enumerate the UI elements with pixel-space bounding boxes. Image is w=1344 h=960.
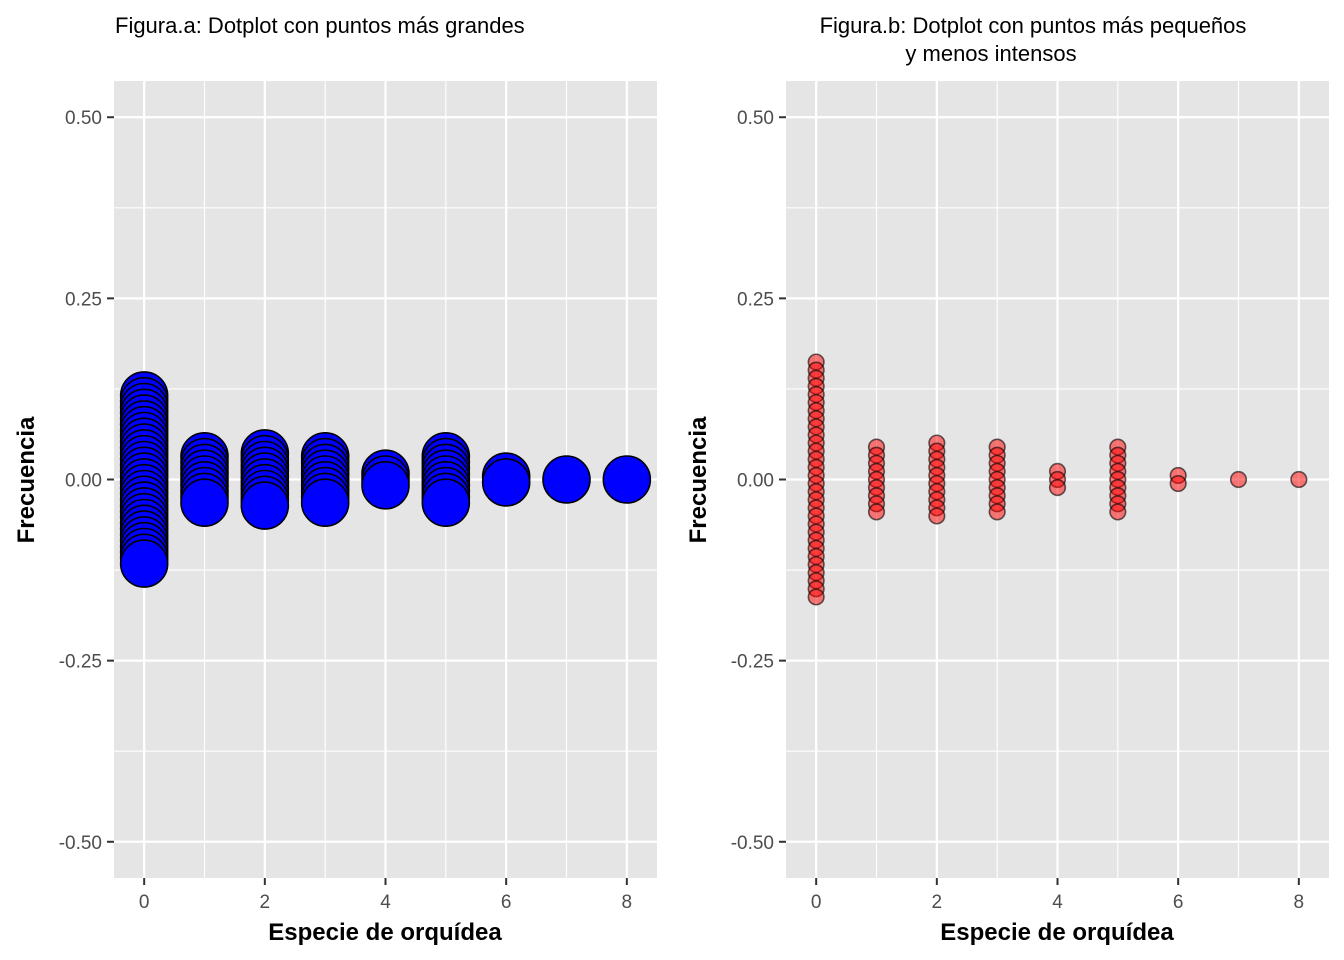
panel-b-dots (807, 353, 1308, 606)
y-tick-label: 0.00 (65, 471, 102, 492)
dot (1109, 503, 1127, 521)
y-tick-label: 0.25 (737, 289, 774, 310)
dot (1169, 474, 1187, 493)
y-tick-label: 0.50 (65, 108, 102, 129)
panel-a-y-axis: 0.50 0.25 0.00 -0.25 -0.50 (59, 108, 114, 854)
panel-b-title-line-2: y menos intensos (905, 41, 1076, 66)
panel-a-dots (119, 371, 652, 588)
x-tick-label: 8 (1294, 892, 1305, 913)
x-tick-label: 2 (260, 892, 271, 913)
y-tick-label: -0.50 (731, 833, 774, 854)
dot (1048, 479, 1067, 497)
x-tick-label: 4 (1052, 892, 1063, 913)
dot (1229, 470, 1248, 489)
dot (361, 460, 410, 510)
x-tick-label: 6 (501, 892, 512, 913)
panel-a-x-axis-label: Especie de orquídea (268, 919, 502, 946)
panel-a-title: Figura.a: Dotplot con puntos más grandes (115, 13, 525, 38)
dot (481, 458, 531, 507)
panel-a-x-axis: 0 2 4 6 8 (139, 878, 632, 913)
panel-a-y-axis-label: Frecuencia (13, 416, 40, 543)
dot (867, 503, 886, 521)
x-tick-label: 6 (1173, 892, 1184, 913)
panel-b-y-axis-label: Frecuencia (685, 416, 712, 543)
dot (119, 539, 169, 588)
y-tick-label: 0.00 (737, 471, 774, 492)
dot (542, 455, 591, 504)
y-tick-label: 0.25 (65, 289, 102, 310)
panel-b-y-axis: 0.50 0.25 0.00 -0.25 -0.50 (731, 108, 786, 854)
panel-b-x-axis-label: Especie de orquídea (940, 919, 1174, 946)
x-tick-label: 4 (380, 892, 391, 913)
dot (240, 481, 290, 530)
dot (928, 507, 946, 525)
panel-b-x-axis: 0 2 4 6 8 (811, 878, 1304, 913)
panel-a: Figura.a: Dotplot con puntos más grandes… (13, 13, 657, 946)
dot (988, 503, 1006, 521)
x-tick-label: 0 (811, 892, 822, 913)
x-tick-label: 0 (139, 892, 150, 913)
dot (421, 478, 471, 528)
y-tick-label: -0.25 (731, 652, 774, 673)
y-tick-label: 0.50 (737, 108, 774, 129)
y-tick-label: -0.25 (59, 652, 102, 673)
dot (180, 478, 229, 528)
y-tick-label: -0.50 (59, 833, 102, 854)
panel-b: Figura.b: Dotplot con puntos más pequeño… (685, 13, 1329, 946)
panel-b-title-line-1: Figura.b: Dotplot con puntos más pequeño… (820, 13, 1247, 38)
dot (300, 478, 350, 528)
dot (1290, 470, 1308, 489)
x-tick-label: 8 (622, 892, 633, 913)
x-tick-label: 2 (932, 892, 943, 913)
dot (807, 588, 825, 606)
dot (602, 455, 652, 504)
